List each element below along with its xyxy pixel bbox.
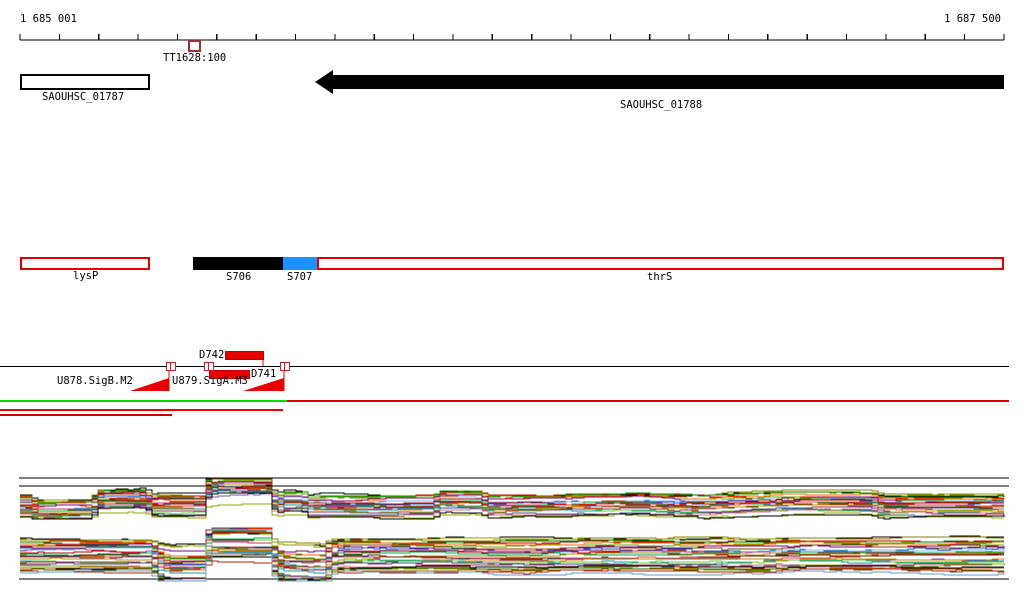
transcript-s707-label: S707 [287,271,313,283]
promoter-ramp-1[interactable] [130,378,169,391]
upper-expression-band-trace [20,486,1004,515]
feature-d741-label: D741 [251,368,277,380]
coverage-red-3 [0,414,172,416]
lower-expression-band-trace [20,552,1005,582]
transcript-thrs-label: thrS [647,271,673,283]
transcript-lysp-box[interactable] [20,257,150,270]
upper-expression-band-trace [20,486,1004,512]
gene-saouhsc-01787-label: SAOUHSC_01787 [42,91,125,103]
tss-marker-3[interactable] [280,362,290,371]
lower-expression-band-trace [20,529,1004,559]
tss-marker-1[interactable] [166,362,176,371]
upper-expression-band-trace [20,478,1004,506]
ruler-start-coordinate: 1 685 001 [20,13,77,25]
gene-saouhsc-01787-box[interactable] [20,74,150,90]
lower-expression-band-trace [20,541,1005,563]
forward-coverage-green [0,400,287,402]
feature-d741-box[interactable] [209,370,250,379]
terminator-tt1628-label: TT1628:100 [163,52,227,64]
feature-d742-label: D742 [199,349,225,361]
promoter-u879-siga-label: U879.SigA.M3 [172,375,248,387]
transcript-s706-label: S706 [226,271,252,283]
promoter-u878-sigb-label: U878.SigB.M2 [57,375,133,387]
transcript-lysp-label: lysP [73,270,99,282]
terminator-tt1628-box[interactable] [188,40,201,52]
transcript-s706-box[interactable] [193,257,283,270]
lower-expression-band-trace [20,549,1004,571]
lower-expression-band-trace [20,528,1004,557]
lower-expression-band-trace [20,537,1005,569]
upper-expression-band-trace [20,489,1005,520]
lower-expression-band-trace [20,550,1004,563]
transcript-thrs-box[interactable] [317,257,1004,270]
lower-expression-band-trace [20,556,1004,582]
upper-expression-band-trace [20,492,1005,520]
upper-expression-band-trace [20,480,1004,502]
upper-expression-band-trace [20,488,1004,517]
lower-expression-band-trace [20,546,1004,569]
gene-saouhsc-01788-label: SAOUHSC_01788 [620,99,703,111]
feature-d742-box[interactable] [225,351,264,360]
tss-marker-2[interactable] [204,362,214,371]
upper-expression-band-trace [20,488,1005,520]
upper-expression-band-trace [20,479,1004,504]
coverage-red-2 [0,409,283,411]
promoter-ramp-2[interactable] [243,378,284,391]
tss-baseline [0,366,1009,367]
gene-saouhsc-01788-arrow[interactable] [315,70,1004,94]
forward-coverage-red [287,400,1009,402]
ruler-end-coordinate: 1 687 500 [944,13,1001,25]
transcript-s707-box[interactable] [283,257,317,270]
